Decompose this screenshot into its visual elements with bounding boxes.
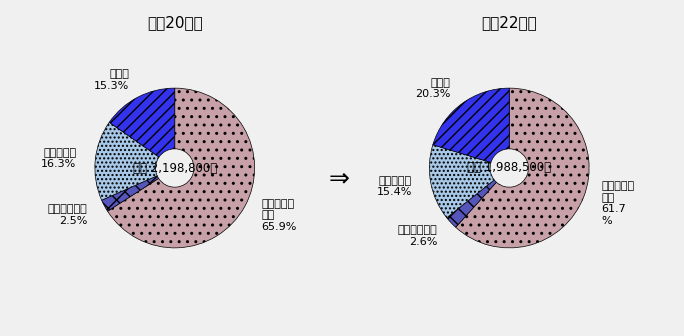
Wedge shape (109, 88, 174, 157)
Wedge shape (95, 122, 159, 200)
Text: アルバイト
15.4%: アルバイト 15.4% (377, 176, 412, 197)
Text: 家庭からの
給付
61.7
%: 家庭からの 給付 61.7 % (602, 181, 635, 226)
Text: 定職・その他
2.5%: 定職・その他 2.5% (48, 204, 88, 226)
Wedge shape (456, 88, 589, 248)
Title: 平成20年度: 平成20年度 (147, 15, 202, 30)
Wedge shape (447, 180, 497, 227)
Wedge shape (102, 176, 159, 211)
Text: アルバイト
16.3%: アルバイト 16.3% (41, 148, 76, 169)
Text: 定職・その他
2.6%: 定職・その他 2.6% (397, 225, 437, 247)
Text: ⇒: ⇒ (328, 166, 349, 190)
Wedge shape (107, 88, 254, 248)
Wedge shape (430, 145, 495, 218)
Text: 奨学金
20.3%: 奨学金 20.3% (415, 78, 450, 99)
Wedge shape (433, 88, 510, 162)
Text: 収入 2,198,800円: 収入 2,198,800円 (133, 162, 217, 174)
Title: 平成22年度: 平成22年度 (482, 15, 537, 30)
Text: 収入 1,988,500円: 収入 1,988,500円 (467, 162, 551, 174)
Text: 家庭からの
給付
65.9%: 家庭からの 給付 65.9% (262, 199, 297, 232)
Text: 奨学金
15.3%: 奨学金 15.3% (94, 69, 129, 91)
